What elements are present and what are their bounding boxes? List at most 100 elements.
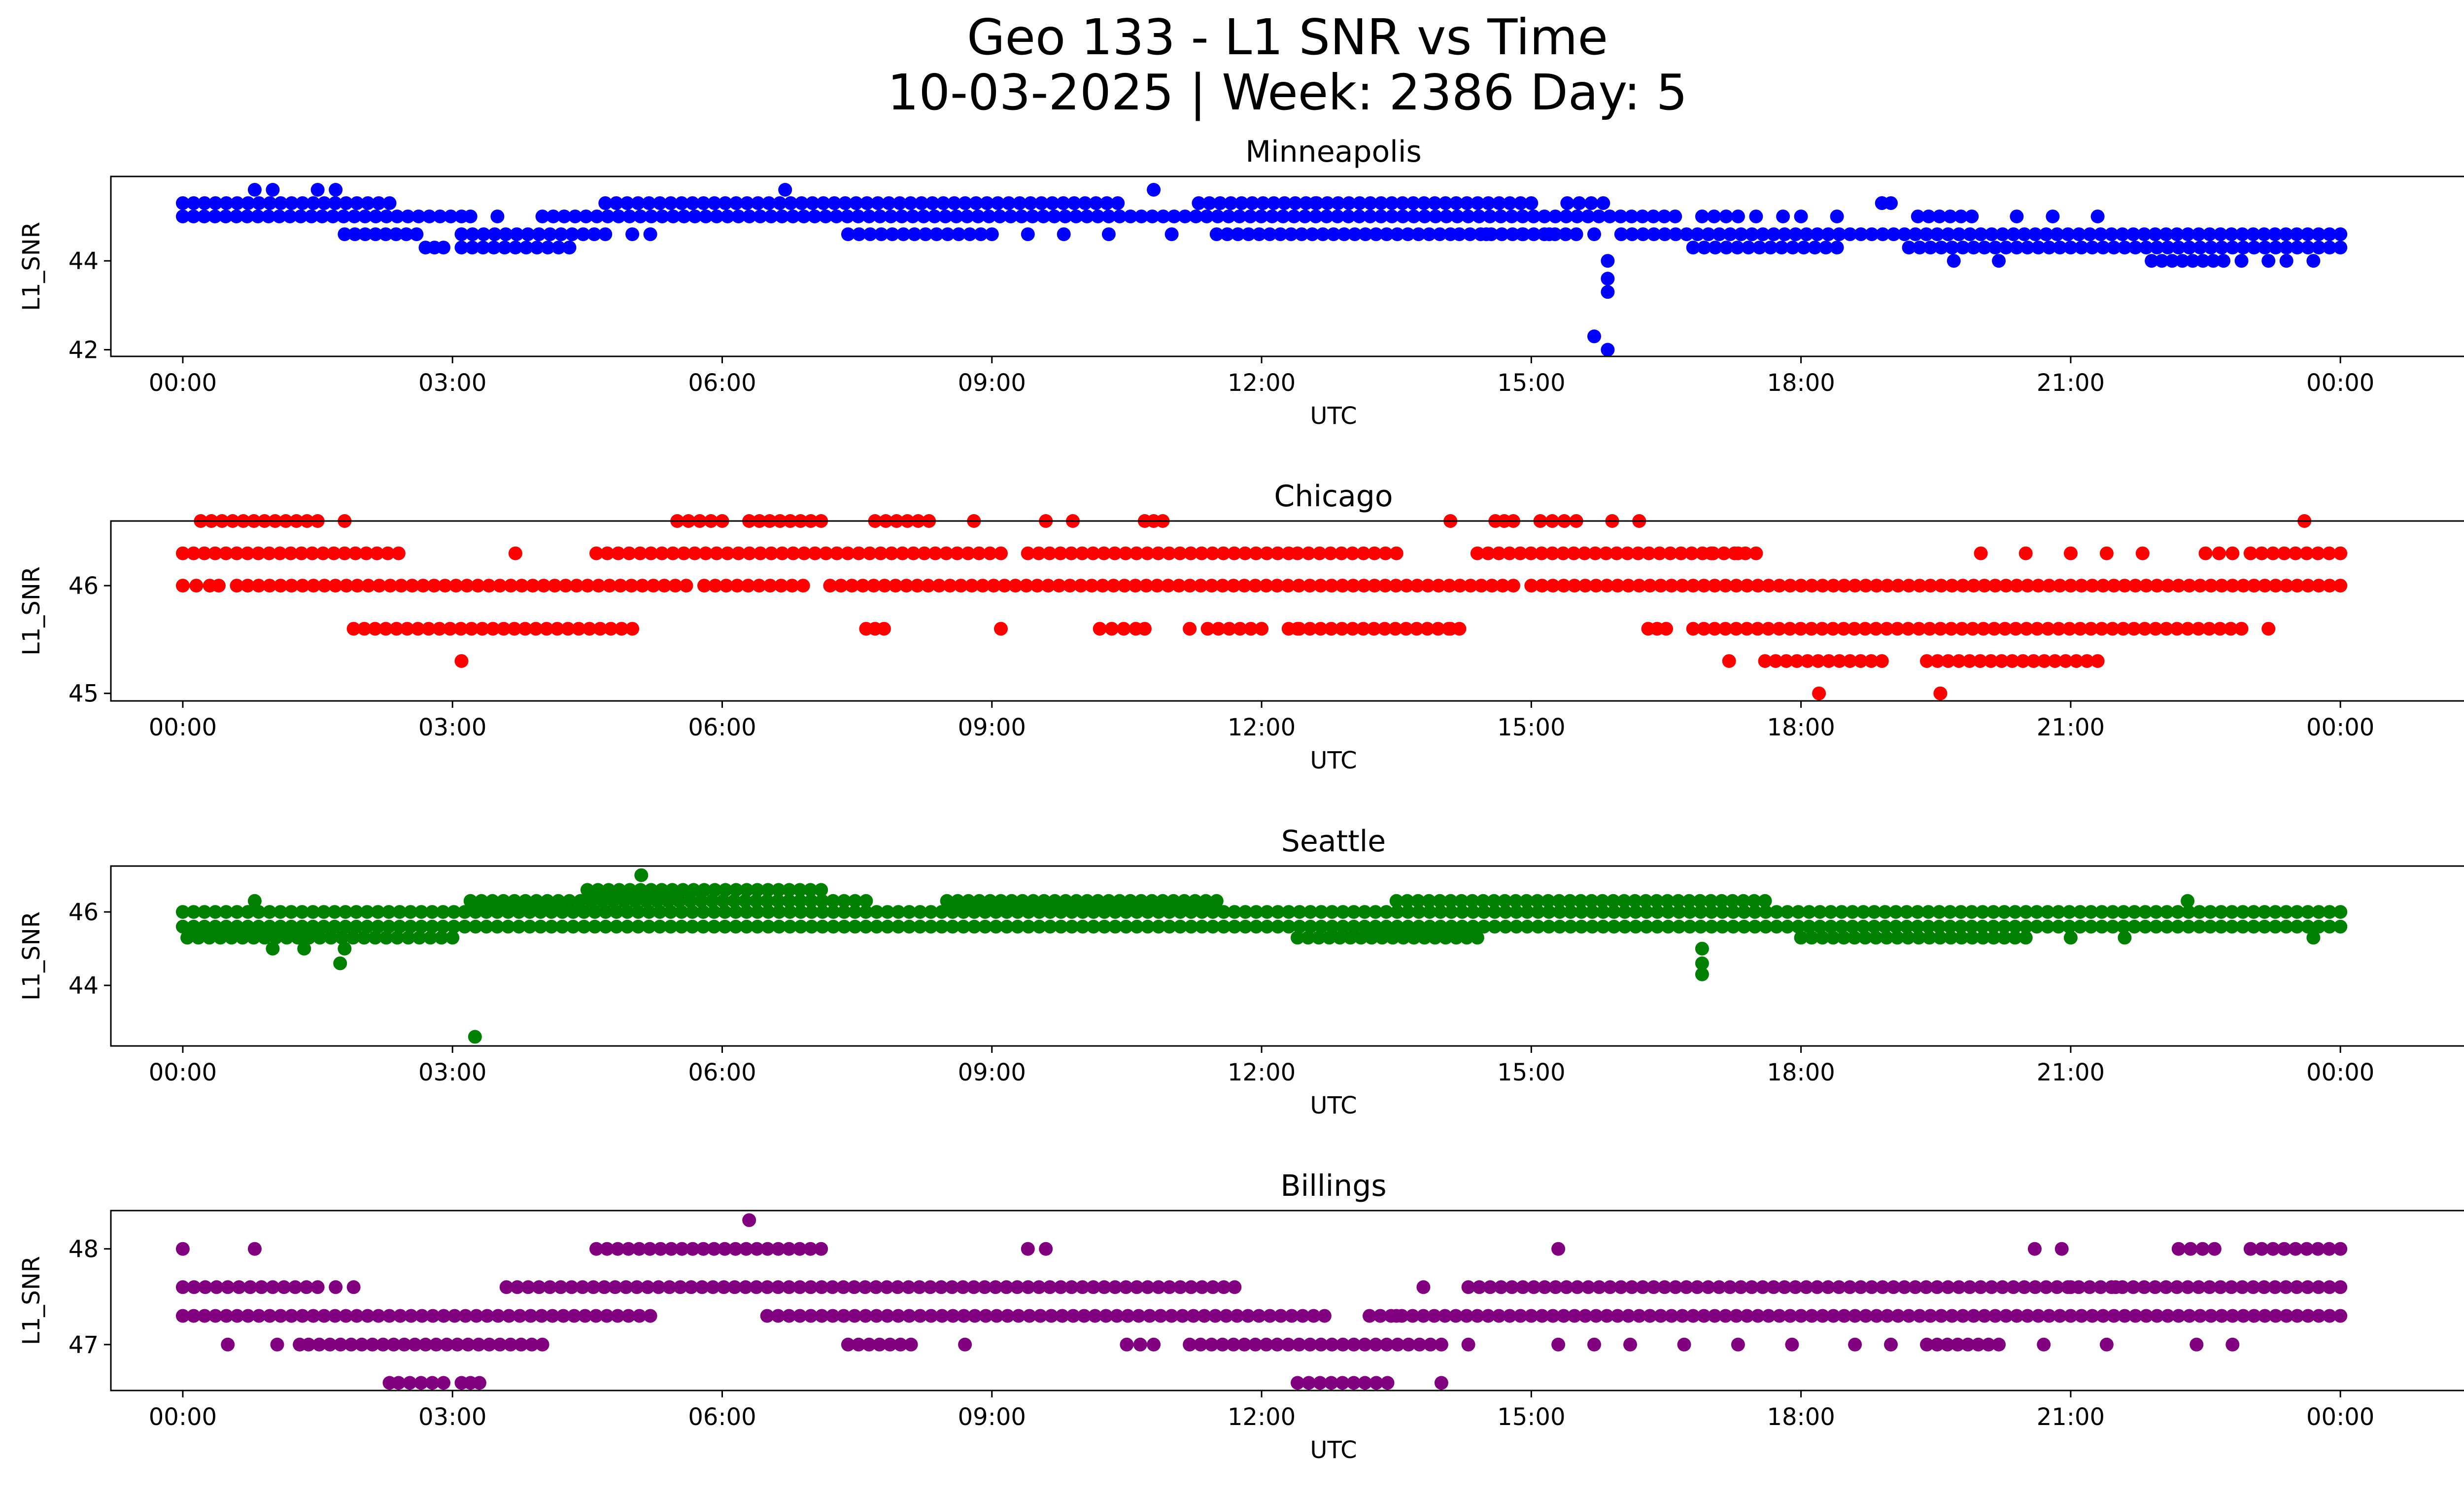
- data-point: [1672, 905, 1686, 919]
- data-point: [1163, 919, 1176, 934]
- data-point: [1238, 546, 1252, 560]
- data-point: [761, 919, 775, 934]
- data-point: [1719, 209, 1733, 224]
- data-point: [1293, 905, 1307, 919]
- data-point: [317, 1309, 331, 1323]
- data-point: [1108, 905, 1122, 919]
- data-point: [2138, 622, 2152, 636]
- data-point: [315, 209, 329, 224]
- data-point: [1524, 1309, 1539, 1323]
- data-point: [2306, 254, 2321, 268]
- data-point: [1298, 209, 1312, 224]
- data-point: [379, 209, 394, 224]
- data-point: [2062, 622, 2077, 636]
- data-point: [1347, 905, 1361, 919]
- data-point: [1843, 227, 1857, 242]
- data-point: [862, 546, 877, 560]
- data-point: [1400, 894, 1414, 908]
- data-point: [2204, 579, 2218, 593]
- data-point: [1976, 622, 1990, 636]
- data-point: [1412, 1337, 1427, 1352]
- data-point: [728, 1242, 743, 1256]
- data-point: [219, 905, 233, 919]
- data-point: [1363, 209, 1377, 224]
- data-point: [717, 1280, 731, 1294]
- data-point: [1412, 919, 1426, 934]
- data-point: [1869, 1309, 1883, 1323]
- data-point: [324, 931, 338, 945]
- data-point: [1140, 546, 1155, 560]
- data-point: [562, 241, 577, 255]
- data-point: [458, 905, 472, 919]
- data-point: [221, 1337, 235, 1352]
- data-point: [819, 546, 833, 560]
- data-point: [1356, 546, 1370, 560]
- data-point: [1794, 931, 1808, 945]
- data-point: [1921, 905, 1936, 919]
- data-point: [2160, 905, 2174, 919]
- data-point: [980, 196, 994, 210]
- data-point: [904, 1337, 918, 1352]
- data-point: [1997, 919, 2012, 934]
- data-point: [1390, 905, 1404, 919]
- data-point: [368, 622, 382, 636]
- data-point: [635, 579, 650, 593]
- data-point: [1683, 919, 1697, 934]
- data-point: [1853, 1280, 1868, 1294]
- data-point: [241, 196, 255, 210]
- data-point: [221, 1280, 235, 1294]
- data-point: [1378, 579, 1392, 593]
- data-point: [1342, 196, 1356, 210]
- data-point: [1466, 919, 1480, 934]
- data-point: [1875, 654, 1889, 668]
- data-point: [834, 579, 848, 593]
- chicago-y-axis-label: L1_SNR: [18, 566, 45, 656]
- data-point: [1019, 579, 1033, 593]
- data-point: [945, 1280, 959, 1294]
- data-point: [1173, 546, 1187, 560]
- data-point: [641, 1280, 655, 1294]
- data-point: [1133, 1337, 1147, 1352]
- data-point: [2207, 1242, 2222, 1256]
- data-point: [344, 1337, 358, 1352]
- billings-x-tick-label: 21:00: [2037, 1403, 2105, 1431]
- data-point: [885, 227, 899, 242]
- chicago-x-tick-label: 18:00: [1767, 714, 1835, 741]
- data-point: [1614, 1280, 1628, 1294]
- data-point: [1224, 196, 1238, 210]
- data-point: [1933, 622, 1948, 636]
- data-point: [555, 919, 569, 934]
- data-point: [2181, 894, 2195, 908]
- data-point: [1000, 1309, 1015, 1323]
- data-point: [1301, 931, 1315, 945]
- data-point: [1810, 1280, 1824, 1294]
- data-point: [391, 546, 406, 560]
- data-point: [773, 196, 787, 210]
- data-point: [1965, 931, 1980, 945]
- data-point: [1069, 894, 1084, 908]
- data-point: [1429, 209, 1442, 224]
- data-point: [685, 1242, 700, 1256]
- data-point: [294, 546, 308, 560]
- data-point: [2017, 227, 2031, 242]
- data-point: [1941, 1280, 1955, 1294]
- data-point: [1222, 622, 1236, 636]
- data-point: [1378, 546, 1393, 560]
- data-point: [1864, 654, 1879, 668]
- data-point: [2105, 622, 2120, 636]
- data-point: [2246, 227, 2260, 242]
- data-point: [896, 227, 911, 242]
- data-point: [208, 905, 222, 919]
- data-point: [1745, 227, 1759, 242]
- data-point: [1601, 285, 1615, 299]
- data-point: [1024, 196, 1038, 210]
- data-point: [1177, 894, 1192, 908]
- data-point: [597, 1280, 612, 1294]
- data-point: [501, 905, 515, 919]
- data-point: [1922, 622, 1937, 636]
- data-point: [1531, 905, 1545, 919]
- data-point: [504, 579, 518, 593]
- data-point: [1951, 1337, 1965, 1352]
- data-point: [2139, 241, 2154, 255]
- data-point: [246, 931, 261, 945]
